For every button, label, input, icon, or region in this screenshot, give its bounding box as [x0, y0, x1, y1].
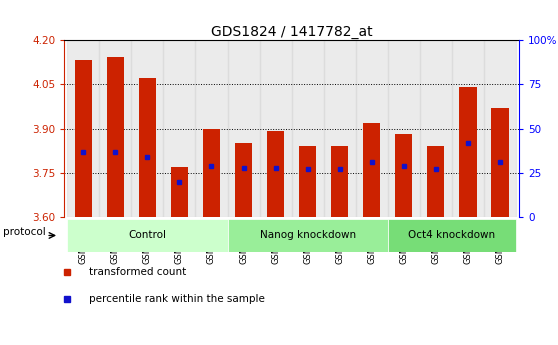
- Bar: [395, 135, 412, 217]
- Bar: [138, 78, 156, 217]
- Bar: [331, 146, 348, 217]
- Bar: [267, 131, 285, 217]
- Bar: [420, 40, 451, 217]
- Bar: [171, 167, 188, 217]
- Text: percentile rank within the sample: percentile rank within the sample: [89, 294, 265, 304]
- Bar: [291, 40, 324, 217]
- Bar: [195, 40, 228, 217]
- Bar: [68, 40, 99, 217]
- Bar: [388, 219, 516, 252]
- Bar: [99, 40, 132, 217]
- Bar: [459, 87, 477, 217]
- Bar: [451, 40, 484, 217]
- Bar: [75, 60, 92, 217]
- Bar: [259, 40, 291, 217]
- Bar: [484, 40, 516, 217]
- Bar: [228, 219, 388, 252]
- Bar: [132, 40, 163, 217]
- Bar: [235, 143, 252, 217]
- Bar: [107, 58, 124, 217]
- Bar: [491, 108, 508, 217]
- Bar: [68, 219, 228, 252]
- Bar: [324, 40, 355, 217]
- Bar: [299, 146, 316, 217]
- Bar: [363, 122, 381, 217]
- Text: protocol: protocol: [3, 227, 46, 237]
- Bar: [203, 129, 220, 217]
- Bar: [427, 146, 445, 217]
- Bar: [228, 40, 259, 217]
- Text: Control: Control: [128, 230, 166, 240]
- Text: Oct4 knockdown: Oct4 knockdown: [408, 230, 496, 240]
- Text: transformed count: transformed count: [89, 267, 186, 277]
- Text: Nanog knockdown: Nanog knockdown: [259, 230, 355, 240]
- Bar: [163, 40, 195, 217]
- Bar: [355, 40, 388, 217]
- Title: GDS1824 / 1417782_at: GDS1824 / 1417782_at: [211, 24, 372, 39]
- Bar: [388, 40, 420, 217]
